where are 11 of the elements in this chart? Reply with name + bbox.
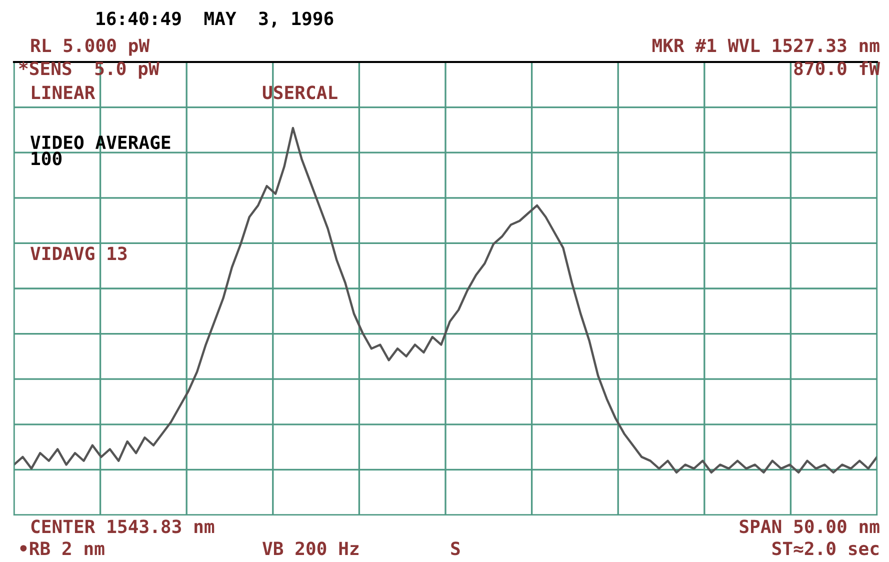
annotation: VIDAVG 13 [30,246,127,260]
chart-title: 16:40:49 MAY 3, 1996 [96,12,334,28]
text: •RB 2 nm [20,542,104,555]
text: ST≈2.0 sec [772,542,878,556]
text: MKR #1 WVL 1527.33 nm [652,38,880,52]
text: LINEAR [32,86,96,99]
text: CENTER 1543.83 nm [31,520,214,534]
text: RL 5.000 pW [31,38,150,56]
text: SPAN 50.00 nm [740,520,880,534]
text: VB 200 Hz [262,542,358,556]
text: S [451,542,460,556]
